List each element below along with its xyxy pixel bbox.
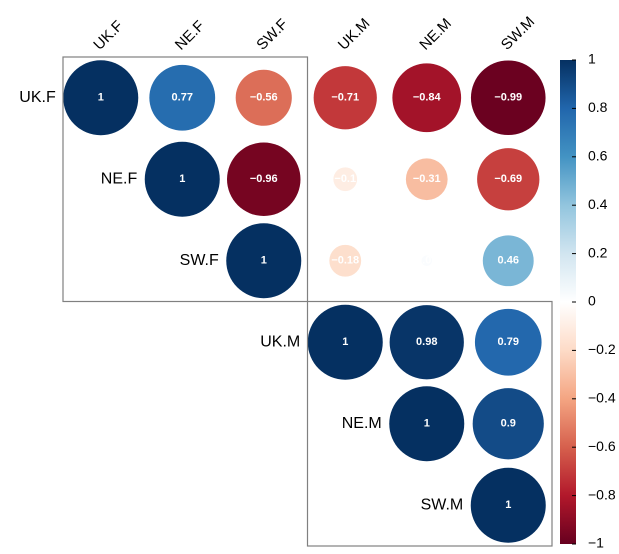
value-label: 0.9	[501, 418, 516, 430]
corr-circle	[144, 141, 220, 217]
colorbar-tick-label: −0.4	[588, 390, 616, 406]
row-label: SW.F	[180, 252, 219, 269]
cluster-box	[62, 56, 309, 303]
corr-circle	[472, 388, 544, 460]
column-label: SW.M	[498, 13, 538, 53]
corr-circle	[329, 244, 362, 277]
value-label: −0.18	[331, 255, 359, 267]
value-label: 1	[505, 499, 511, 511]
value-label: 1	[98, 92, 104, 104]
value-label: 0.77	[172, 92, 193, 104]
corr-circle	[477, 148, 540, 211]
value-label: 0.46	[498, 255, 519, 267]
value-label: −0.1	[334, 173, 356, 185]
corr-circle	[227, 142, 301, 216]
colorbar-tick-label: 0.4	[588, 196, 608, 212]
row-label: SW.M	[421, 496, 464, 513]
corr-circle	[313, 66, 377, 130]
row-label: NE.M	[342, 415, 382, 432]
value-label: 1	[342, 336, 348, 348]
row-label: UK.F	[19, 89, 56, 106]
value-label: −0.84	[413, 92, 442, 104]
colorbar-tick-label: −0.2	[588, 341, 616, 357]
value-label: 0.79	[498, 336, 519, 348]
corr-circle	[389, 305, 464, 380]
cluster-box	[306, 300, 553, 547]
value-label: 1	[424, 418, 430, 430]
colorbar	[560, 60, 576, 544]
value-label: −0.71	[331, 92, 359, 104]
corr-circle	[405, 158, 448, 201]
colorbar-tick-label: 0.8	[588, 99, 608, 115]
corr-circle	[470, 60, 546, 136]
colorbar-tick-label: 1	[588, 51, 596, 67]
colorbar-tick-label: −0.6	[588, 438, 616, 454]
corr-circle	[389, 386, 465, 462]
value-label: 0.98	[416, 336, 437, 348]
corr-circle	[470, 467, 546, 543]
value-label: −0.99	[494, 92, 522, 104]
colorbar-tick-label: −0.8	[588, 486, 616, 502]
column-label: NE.M	[416, 15, 455, 54]
column-label: NE.F	[172, 17, 208, 53]
corr-circle	[392, 63, 462, 133]
corr-circle	[474, 308, 542, 376]
colorbar-tick-label: −1	[588, 535, 604, 549]
corr-circle	[421, 255, 433, 267]
corr-circle	[226, 223, 302, 299]
corr-circle	[149, 64, 216, 131]
corr-circle	[63, 60, 139, 136]
value-label: −0.96	[250, 173, 278, 185]
column-label: UK.M	[335, 15, 374, 54]
value-label: 1	[179, 173, 185, 185]
value-label: 1	[261, 255, 267, 267]
column-label: UK.F	[90, 17, 126, 53]
row-label: NE.F	[101, 170, 138, 187]
column-label: SW.F	[253, 16, 291, 54]
value-label: −0.31	[413, 173, 441, 185]
corr-circle	[333, 167, 358, 192]
colorbar-tick-label: 0.2	[588, 244, 608, 260]
corr-circle	[482, 235, 534, 287]
colorbar-tick-label: 0.6	[588, 148, 608, 164]
value-label: 0.02	[416, 255, 437, 267]
row-label: UK.M	[260, 333, 300, 350]
corr-circle	[307, 304, 383, 380]
colorbar-tick-label: 0	[588, 293, 596, 309]
value-label: −0.69	[494, 173, 522, 185]
value-label: −0.56	[250, 92, 278, 104]
corr-circle	[235, 69, 292, 126]
